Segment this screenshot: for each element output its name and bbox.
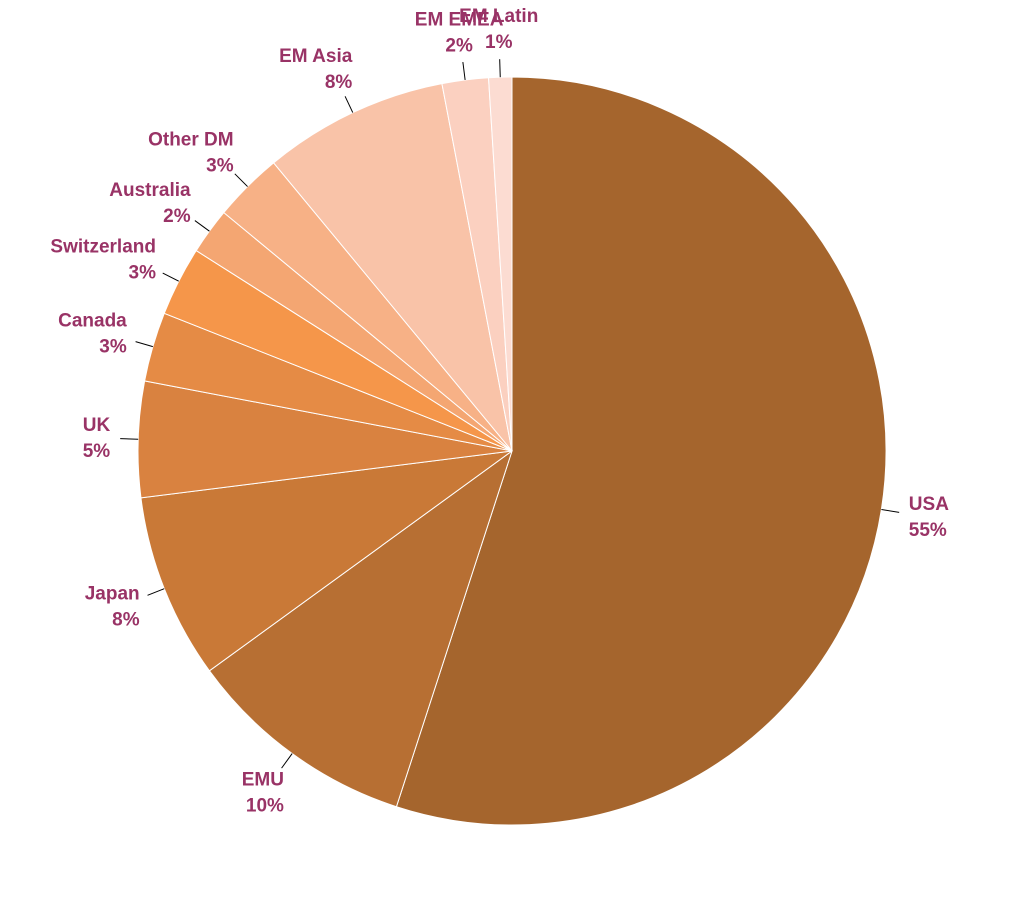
value-label: 5% <box>83 441 111 462</box>
leader-line <box>462 62 466 81</box>
category-label: Australia <box>109 180 191 201</box>
value-label: 3% <box>206 156 234 177</box>
pie-slice <box>395 76 887 826</box>
leader-line <box>281 753 293 769</box>
category-label: Other DM <box>148 130 234 151</box>
category-label: EM Latin <box>459 6 538 27</box>
category-label: UK <box>83 415 111 436</box>
leader-line <box>147 588 165 596</box>
value-label: 2% <box>163 206 191 227</box>
value-label: 2% <box>445 35 473 56</box>
value-label: 1% <box>485 32 513 53</box>
leader-line <box>120 438 139 440</box>
value-label: 8% <box>325 72 353 93</box>
category-label: Canada <box>58 310 127 331</box>
value-label: 8% <box>112 609 140 630</box>
leader-line <box>234 173 248 187</box>
pie-slice <box>208 449 513 808</box>
value-label: 10% <box>246 795 284 816</box>
category-label: Switzerland <box>50 236 156 257</box>
category-label: EM EMEA <box>415 9 504 30</box>
category-label: USA <box>909 494 949 515</box>
value-label: 55% <box>909 520 947 541</box>
value-label: 3% <box>99 336 127 357</box>
category-label: Japan <box>85 583 140 604</box>
leader-line <box>499 59 501 78</box>
leader-line <box>162 272 179 282</box>
leader-line <box>344 96 354 113</box>
category-label: EM Asia <box>279 46 353 67</box>
leader-line <box>135 341 153 348</box>
category-label: EMU <box>242 769 284 790</box>
value-label: 3% <box>129 262 157 283</box>
leader-line <box>881 509 900 513</box>
leader-line <box>194 220 210 232</box>
